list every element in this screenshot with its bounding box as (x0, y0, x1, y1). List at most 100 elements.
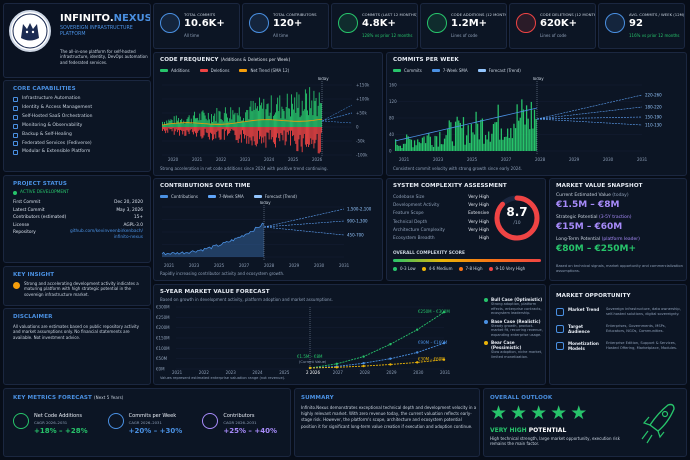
forecast-point (389, 357, 392, 360)
addition-bar (276, 104, 278, 127)
y-tick-label: €0M (156, 367, 165, 372)
kmf-icon (202, 413, 219, 429)
x-tick-label: 2021 (192, 157, 203, 162)
deletion-bar (316, 127, 318, 134)
deletion-bar (278, 127, 280, 139)
capability-item: Self-Hosted SaaS Orchestration (13, 113, 93, 122)
commit-bar (495, 122, 498, 151)
deletion-bar (294, 127, 296, 141)
capabilities-title: CORE CAPABILITIES (13, 86, 76, 92)
deletion-bar (171, 127, 173, 132)
forecast-point (416, 328, 419, 331)
deletion-bar (178, 127, 179, 131)
x-tick-label: 2023 (433, 157, 444, 162)
base-end-label: €90M – €160M (418, 340, 448, 345)
longterm-label: Long-Term Potential (platform leader) (556, 237, 640, 242)
deletion-bar (203, 127, 205, 136)
net-trend-line (161, 118, 323, 126)
complexity-gauge (494, 195, 540, 241)
kpi-card: AVG. COMMITS / WEEK (12M) 92 116% vs pri… (598, 3, 685, 49)
disclaimer-text: All valuations are estimates based on pu… (13, 324, 140, 340)
addition-bar (252, 100, 254, 127)
addition-bar (320, 103, 322, 127)
x-tick-label: 2031 (637, 157, 648, 162)
commit-bar (464, 144, 466, 151)
addition-bar (309, 87, 311, 127)
capability-item: Infrastructure Automation (13, 95, 93, 104)
code-frequency-title: CODE FREQUENCY (Additions & Deletions pe… (160, 57, 291, 63)
deletion-bar (179, 127, 180, 136)
repository-link[interactable]: github.com/kevinveenbirkenbach/ infinito… (69, 229, 143, 241)
deletion-bar (292, 127, 294, 137)
deletion-bar (314, 127, 316, 144)
kpi-label: CODE ADDITIONS (12 MONTHS) (451, 12, 507, 17)
key-metrics-forecast-panel: KEY METRICS FORECAST (Next 5 Years) Net … (3, 388, 291, 457)
deletion-bar (315, 127, 317, 140)
deletion-bar (247, 127, 249, 137)
status-dot-icon (13, 190, 17, 195)
deletion-bar (230, 127, 232, 131)
complexity-overall-label: OVERALL COMPLEXITY SCORE (393, 251, 465, 256)
kpi-sub: Lines of code (540, 33, 567, 38)
deletion-bar (167, 127, 169, 133)
commit-bar (470, 123, 472, 151)
opportunity-icon (556, 324, 564, 333)
deletion-bar (208, 127, 210, 140)
capability-icon (13, 105, 18, 111)
deletion-bar (235, 127, 237, 141)
capability-item: Federated Services (Fediverse) (13, 140, 93, 149)
contrib-legend: Contributions 7-Week SMA Forecast (Trend… (160, 194, 297, 199)
legend-sma: 7-Week SMA (431, 68, 468, 73)
deletion-bar (279, 127, 281, 142)
commit-bar (420, 143, 422, 151)
commit-bar (399, 145, 401, 151)
addition-bar (249, 106, 251, 127)
commit-bar (516, 104, 518, 151)
gauge-icon (605, 13, 625, 33)
kmf-title: KEY METRICS FORECAST (Next 5 Years) (13, 395, 124, 401)
addition-bar (196, 118, 198, 127)
x-tick-label: 2030 (413, 370, 424, 375)
deletion-bar (306, 127, 307, 147)
addition-bar (286, 93, 288, 127)
capability-icon (13, 123, 18, 129)
x-tick-label: 2021 (172, 370, 183, 375)
addition-bar (268, 115, 270, 127)
star-icon: ★ (550, 402, 568, 424)
addition-bar (239, 116, 241, 127)
addition-bar (162, 121, 163, 127)
addition-bar (242, 120, 243, 127)
deletion-bar (172, 127, 174, 129)
addition-bar (251, 111, 253, 127)
x-tick-label: 2025 (214, 263, 225, 268)
deletion-bar (186, 127, 188, 131)
deletion-bar (196, 127, 198, 137)
y-tick-label: 120 (389, 99, 397, 104)
commit-bar (448, 120, 450, 151)
x-tick-label: 2030 (314, 263, 325, 268)
kmf-items: Net Code Additions CAGR 2026–2031 +18% – +… (13, 413, 289, 435)
addition-bar (238, 107, 240, 127)
deletion-bar (274, 127, 275, 145)
x-tick-label: 2022 (199, 370, 210, 375)
addition-bar (189, 122, 191, 127)
x-tick-label: 2020 (168, 157, 179, 162)
addition-bar (297, 107, 299, 127)
y-tick-label: +50k (356, 111, 367, 116)
deletion-bar (245, 127, 247, 136)
addition-bar (236, 113, 238, 127)
deletion-bar (286, 127, 288, 133)
code-frequency-panel: CODE FREQUENCY (Additions & Deletions pe… (153, 52, 383, 176)
deletion-bar (202, 127, 204, 138)
commit-bar (395, 139, 397, 151)
status-badge: ACTIVE DEVELOPMENT (13, 190, 69, 195)
deletion-bar (246, 127, 248, 144)
summary-text: Infinito.Nexus demonstrates exceptional … (301, 405, 477, 429)
addition-bar (314, 101, 316, 127)
deletion-bar (198, 127, 200, 131)
forecast-point (335, 366, 338, 369)
outlook-stars: ★ ★ ★ ★ ★ (490, 404, 587, 423)
commit-bar (497, 104, 499, 151)
legend-additions: Additions (160, 68, 190, 73)
forecast-band-label: 1,500-2,100 (347, 207, 372, 212)
